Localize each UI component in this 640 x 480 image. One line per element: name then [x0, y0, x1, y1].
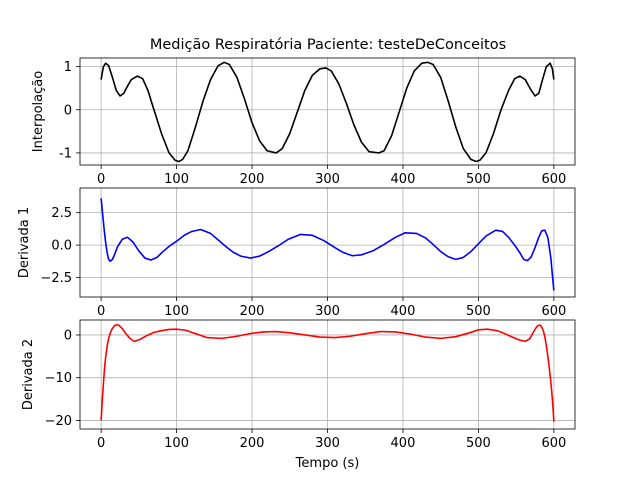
x-tick-label: 600 — [541, 436, 566, 451]
x-tick-label: 500 — [466, 172, 491, 187]
y-axis-label: Derivada 1 — [17, 207, 32, 278]
x-tick-label: 0 — [97, 304, 105, 319]
y-axis-label: Derivada 2 — [21, 339, 36, 410]
x-tick-label: 500 — [466, 304, 491, 319]
x-tick-label: 400 — [391, 436, 416, 451]
x-tick-label: 400 — [391, 172, 416, 187]
x-tick-label: 100 — [164, 304, 189, 319]
x-tick-label: 400 — [391, 304, 416, 319]
x-tick-label: 600 — [541, 172, 566, 187]
y-tick-label: −2.5 — [40, 271, 72, 286]
y-axis-label: Interpolação — [31, 71, 46, 152]
y-tick-label: −10 — [45, 371, 72, 386]
x-tick-label: 200 — [240, 172, 265, 187]
y-tick-label: −20 — [45, 414, 72, 429]
x-tick-label: 0 — [97, 436, 105, 451]
x-tick-label: 100 — [164, 436, 189, 451]
x-tick-label: 100 — [164, 172, 189, 187]
x-axis-label: Tempo (s) — [295, 456, 360, 471]
subplot-1: 0 100 200 300 400 500 600 -1 0 1 Interpolação — [31, 57, 576, 187]
series-line-3 — [100, 323, 555, 422]
x-tick-label: 500 — [466, 436, 491, 451]
x-tick-label: 200 — [240, 304, 265, 319]
y-tick-label: 0 — [64, 328, 72, 343]
x-tick-label: 300 — [315, 436, 340, 451]
subplot-2: 0 100 200 300 400 500 600 −2.5 0.0 2.5 Derivada 1 — [17, 187, 576, 319]
y-tick-label: 0 — [64, 103, 72, 118]
subplots: 0 100 200 300 400 500 600 -1 0 1 Interpolação 0 100 2… — [17, 57, 576, 471]
x-tick-label: 300 — [315, 304, 340, 319]
x-tick-label: 0 — [97, 172, 105, 187]
series-line-1 — [100, 61, 555, 163]
subplot-3: 0 100 200 300 400 500 600 −20 −10 0 Derivada 2 Temp… — [21, 319, 576, 471]
x-tick-label: 300 — [315, 172, 340, 187]
y-tick-label: 1 — [64, 60, 72, 75]
x-tick-label: 200 — [240, 436, 265, 451]
y-tick-label: 0.0 — [51, 239, 72, 254]
chart-title: Medição Respiratória Paciente: testeDeCo… — [150, 37, 506, 53]
y-tick-label: -1 — [59, 146, 72, 161]
y-tick-label: 2.5 — [51, 206, 72, 221]
x-tick-label: 600 — [541, 304, 566, 319]
series-line-2 — [100, 198, 555, 291]
